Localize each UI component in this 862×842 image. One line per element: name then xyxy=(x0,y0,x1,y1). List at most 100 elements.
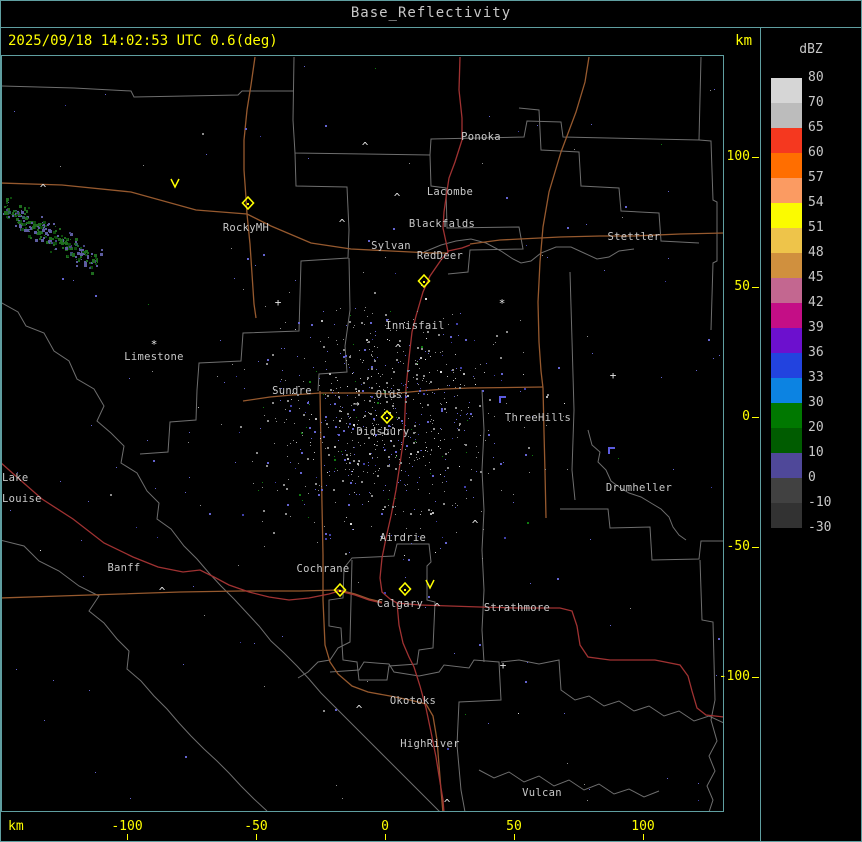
blue-marker-icon xyxy=(499,396,506,403)
point-marker-glyph: ^ xyxy=(394,191,401,204)
colorbar-value: -10 xyxy=(808,495,832,510)
colorbar-value: 42 xyxy=(808,295,824,310)
map-markers: ^ ^ ^ ^ ^ ^ ^ ^ ^ ^ * * + + + → xyxy=(40,140,617,810)
county-boundary-lines xyxy=(2,56,724,812)
colorbar-value: -30 xyxy=(808,520,832,535)
point-marker-glyph: ^ xyxy=(472,518,479,531)
colorbar-value: 10 xyxy=(808,445,824,460)
colorbar-value: 65 xyxy=(808,120,824,135)
radar-site-dot xyxy=(386,417,388,419)
right-axis-tick xyxy=(752,677,759,678)
city-label: Ponoka xyxy=(461,131,501,143)
colorbar-swatch xyxy=(771,503,802,528)
point-marker-glyph: ^ xyxy=(159,585,166,598)
radar-site-diamond-icon xyxy=(333,582,347,598)
city-label: Banff xyxy=(107,562,140,574)
right-axis-tick xyxy=(752,157,759,158)
city-label: Sundre xyxy=(272,385,312,397)
city-label: Blackfalds xyxy=(409,218,475,230)
colorbar-swatch xyxy=(771,178,802,203)
colorbar-swatch xyxy=(771,278,802,303)
city-label: Calgary xyxy=(377,598,423,610)
city-label: Lake xyxy=(2,472,29,484)
point-marker-glyph: ^ xyxy=(40,182,47,195)
right-axis-tick xyxy=(752,417,759,418)
point-marker-glyph: ^ xyxy=(356,703,363,716)
colorbar-swatch xyxy=(771,128,802,153)
colorbar-swatch xyxy=(771,328,802,353)
blue-marker-icon xyxy=(608,447,615,454)
colorbar-unit-label: dBZ xyxy=(799,42,823,57)
colorbar-swatch xyxy=(771,228,802,253)
city-label: Limestone xyxy=(124,351,184,363)
city-label: Airdrie xyxy=(380,532,426,544)
map-viewport-border xyxy=(1,55,724,812)
bottom-axis-tick xyxy=(514,834,515,840)
city-label: Innisfail xyxy=(385,320,445,332)
colorbar-swatch xyxy=(771,103,802,128)
point-marker-glyph: + xyxy=(500,659,507,672)
window-title: Base_Reflectivity xyxy=(350,5,512,21)
bottom-axis-unit: km xyxy=(8,819,24,834)
colorbar-swatch xyxy=(771,153,802,178)
radar-site-diamond-icon xyxy=(417,273,431,289)
city-label: RockyMH xyxy=(223,222,269,234)
right-axis-tick-label: 100 xyxy=(726,149,750,164)
right-axis-tick-label: -100 xyxy=(718,669,750,684)
city-label: Stettler xyxy=(608,231,661,243)
city-label: RedDeer xyxy=(417,250,463,262)
bottom-axis-tick-label: -50 xyxy=(244,819,268,834)
point-marker-glyph: ^ xyxy=(339,217,346,230)
colorbar-value: 30 xyxy=(808,395,824,410)
colorbar-value: 80 xyxy=(808,70,824,85)
colorbar-value: 45 xyxy=(808,270,824,285)
point-marker-glyph: * xyxy=(499,297,506,310)
bottom-axis-tick-label: -100 xyxy=(111,819,143,834)
colorbar-swatch xyxy=(771,78,802,103)
city-label: ThreeHills xyxy=(505,412,571,424)
colorbar-swatch xyxy=(771,403,802,428)
colorbar-swatch xyxy=(771,303,802,328)
colorbar-swatch xyxy=(771,478,802,503)
colorbar-value: 48 xyxy=(808,245,824,260)
right-axis-tick-label: -50 xyxy=(726,539,750,554)
colorbar-swatch xyxy=(771,253,802,278)
colorbar-value: 54 xyxy=(808,195,824,210)
colorbar-swatch xyxy=(771,453,802,478)
point-marker-glyph: → xyxy=(353,397,360,410)
bottom-axis-tick xyxy=(256,834,257,840)
radar-site-dot xyxy=(339,590,341,592)
city-label: Louise xyxy=(2,493,42,505)
city-label: Olds xyxy=(376,389,403,401)
city-label: Didsbury xyxy=(357,426,410,438)
point-marker-glyph: ^ xyxy=(444,797,451,810)
point-marker-glyph: * xyxy=(151,338,158,351)
city-label: Strathmore xyxy=(484,602,550,614)
colorbar-value: 33 xyxy=(808,370,824,385)
radar-site-dot xyxy=(404,589,406,591)
radar-site-dot xyxy=(423,281,425,283)
titlebar-divider xyxy=(0,27,862,28)
bottom-axis-tick-label: 0 xyxy=(381,819,389,834)
bottom-axis-tick xyxy=(127,834,128,840)
city-label: Okotoks xyxy=(390,695,436,707)
right-axis-tick xyxy=(752,287,759,288)
radar-echo-band xyxy=(3,197,103,275)
bottom-axis-tick-label: 50 xyxy=(506,819,522,834)
city-labels: Ponoka Lacombe Blackfalds Sylvan RedDeer Rock… xyxy=(2,131,672,799)
right-axis-tick xyxy=(752,547,759,548)
colorbar-swatch xyxy=(771,378,802,403)
city-label: Cochrane xyxy=(297,563,350,575)
range-unit-label: km xyxy=(735,33,752,49)
point-marker-glyph: + xyxy=(610,369,617,382)
checkmark-icon xyxy=(425,579,435,590)
colorbar-value: 51 xyxy=(808,220,824,235)
point-marker-glyph: + xyxy=(275,296,282,309)
radar-site-diamond-icon xyxy=(398,581,412,597)
bottom-axis-tick xyxy=(643,834,644,840)
right-axis-tick-label: 50 xyxy=(734,279,750,294)
checkmark-icon xyxy=(170,178,180,189)
point-marker-glyph: ^ xyxy=(395,342,402,355)
